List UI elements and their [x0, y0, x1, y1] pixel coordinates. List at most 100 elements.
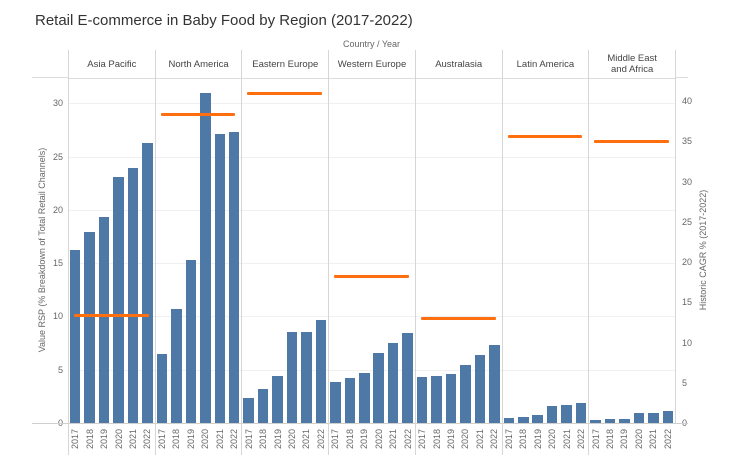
- bar[interactable]: [402, 333, 413, 423]
- year-label: 2020: [200, 429, 211, 450]
- year-label: 2017: [503, 429, 514, 450]
- bar[interactable]: [633, 413, 645, 423]
- bar[interactable]: [315, 319, 327, 423]
- bar[interactable]: [460, 365, 471, 423]
- panel-divider: [68, 50, 69, 455]
- year-label: 2021: [474, 429, 485, 450]
- cagr-reference-line[interactable]: [247, 92, 323, 96]
- bar[interactable]: [330, 382, 341, 423]
- cagr-reference-line[interactable]: [74, 313, 149, 317]
- right-axis-tick: 25: [682, 216, 693, 227]
- bar[interactable]: [243, 398, 254, 423]
- cagr-reference-line[interactable]: [420, 316, 496, 320]
- bar[interactable]: [272, 376, 283, 423]
- left-axis-tick: 10: [52, 311, 63, 322]
- gridline: [68, 103, 675, 105]
- right-axis-tick: 35: [682, 136, 693, 147]
- year-label: 2018: [344, 429, 355, 450]
- year-label: 2017: [243, 429, 254, 450]
- bar[interactable]: [142, 142, 153, 423]
- bar[interactable]: [84, 232, 95, 423]
- year-label: 2020: [633, 429, 644, 450]
- bar[interactable]: [662, 411, 674, 423]
- year-label: 2017: [590, 429, 601, 450]
- x-axis-baseline: [32, 423, 688, 424]
- year-label: 2020: [460, 429, 471, 450]
- bar[interactable]: [648, 413, 659, 423]
- bar[interactable]: [257, 388, 269, 423]
- year-label: 2022: [142, 429, 153, 450]
- left-axis-label: Value RSP (% Breakdown of Total Retail C…: [37, 147, 47, 353]
- bar[interactable]: [156, 353, 168, 423]
- year-label: 2020: [113, 429, 124, 450]
- bar[interactable]: [387, 343, 399, 423]
- bar[interactable]: [474, 354, 486, 423]
- year-label: 2021: [388, 429, 399, 450]
- bar[interactable]: [359, 372, 370, 423]
- region-header: Australasia: [414, 50, 502, 78]
- right-axis-tick: 30: [682, 176, 693, 187]
- bar[interactable]: [546, 405, 558, 423]
- year-label: 2018: [84, 429, 95, 450]
- cagr-reference-line[interactable]: [507, 134, 583, 138]
- bar[interactable]: [561, 404, 572, 423]
- year-label: 2017: [70, 429, 81, 450]
- bar[interactable]: [532, 415, 543, 423]
- bar[interactable]: [228, 131, 240, 423]
- bar[interactable]: [113, 176, 124, 423]
- bar[interactable]: [98, 217, 110, 423]
- bar[interactable]: [416, 377, 428, 423]
- cagr-reference-line[interactable]: [594, 139, 669, 143]
- right-axis-line: [675, 78, 676, 423]
- bar[interactable]: [127, 168, 139, 423]
- year-label: 2018: [171, 429, 182, 450]
- bar[interactable]: [518, 416, 529, 423]
- header-divider: [675, 77, 688, 78]
- column-header: Country / Year: [342, 39, 401, 49]
- year-label: 2019: [445, 429, 456, 450]
- panel-divider: [241, 50, 243, 455]
- gridline: [68, 156, 675, 158]
- bar[interactable]: [200, 92, 211, 423]
- year-label: 2019: [185, 429, 196, 450]
- year-label: 2022: [576, 429, 587, 450]
- bar[interactable]: [431, 376, 442, 423]
- bar[interactable]: [171, 308, 182, 423]
- year-label: 2020: [373, 429, 384, 450]
- right-axis-label: Historic CAGR % (2017-2022): [698, 189, 708, 311]
- panel-divider: [588, 50, 590, 455]
- right-axis-tick: 10: [682, 337, 693, 348]
- bar[interactable]: [286, 332, 298, 423]
- bar[interactable]: [575, 402, 587, 423]
- year-label: 2019: [272, 429, 283, 450]
- bar[interactable]: [301, 332, 312, 423]
- cagr-reference-line[interactable]: [334, 274, 409, 278]
- bar[interactable]: [69, 250, 81, 423]
- bar[interactable]: [590, 419, 601, 423]
- cagr-reference-line[interactable]: [160, 113, 236, 117]
- year-label: 2022: [489, 429, 500, 450]
- bar[interactable]: [445, 373, 457, 423]
- bar[interactable]: [489, 345, 500, 423]
- bar[interactable]: [503, 417, 515, 423]
- year-label: 2019: [99, 429, 110, 450]
- year-label: 2022: [662, 429, 673, 450]
- year-label: 2018: [258, 429, 269, 450]
- bar[interactable]: [214, 134, 225, 423]
- chart-title: Retail E-commerce in Baby Food by Region…: [35, 12, 413, 29]
- bar[interactable]: [604, 419, 616, 423]
- panel-divider: [328, 50, 330, 455]
- region-header: Eastern Europe: [241, 50, 328, 78]
- left-axis-tick: 5: [57, 364, 63, 375]
- bar[interactable]: [619, 419, 630, 423]
- year-label: 2021: [561, 429, 572, 450]
- right-axis-tick: 15: [682, 297, 693, 308]
- year-label: 2020: [547, 429, 558, 450]
- year-label: 2017: [156, 429, 167, 450]
- region-header: North America: [154, 50, 242, 78]
- bar[interactable]: [344, 378, 356, 423]
- year-label: 2021: [128, 429, 139, 450]
- bar[interactable]: [185, 259, 197, 423]
- bar[interactable]: [373, 352, 384, 423]
- gridline: [68, 369, 675, 371]
